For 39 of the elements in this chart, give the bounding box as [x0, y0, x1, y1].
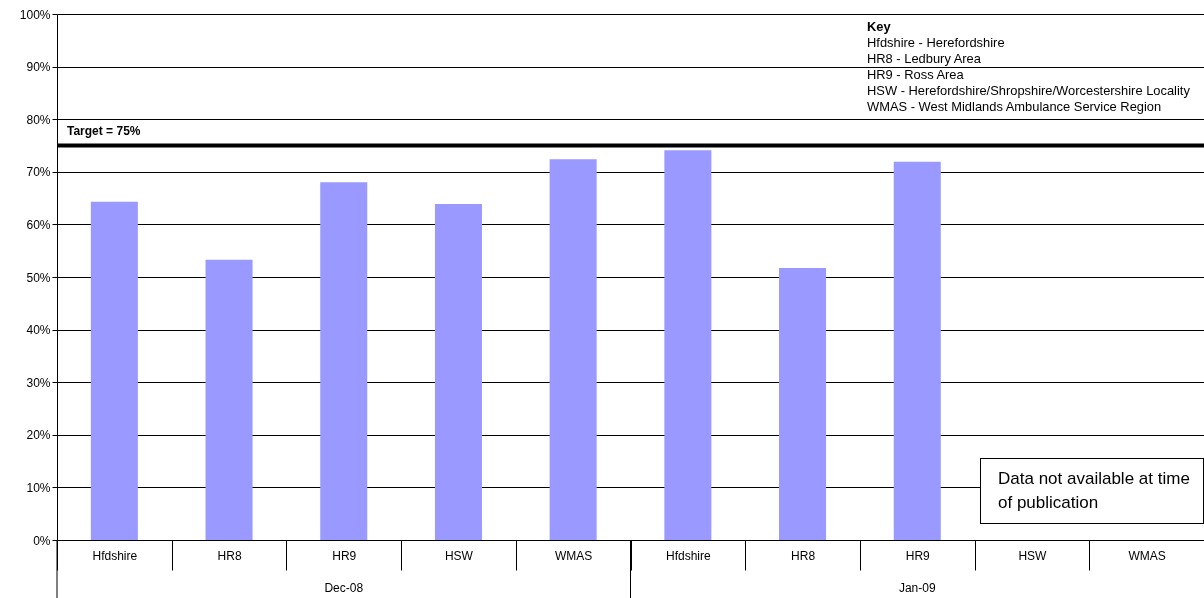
y-tick-label: 70%: [26, 165, 51, 180]
annotation: HSW - Herefordshire/Shropshire/Worcestershire Locality: [867, 83, 1190, 99]
x-tick-label: HR9: [332, 548, 357, 563]
y-tick-label: 30%: [26, 375, 51, 390]
annotation: Data not available at time of publication: [980, 458, 1204, 524]
bar: [320, 182, 368, 540]
x-tick-label: HSW: [444, 548, 474, 563]
x-tick-label: Hfdshire: [666, 548, 712, 563]
x-tick-label: HR9: [905, 548, 931, 563]
y-tick-label: 20%: [26, 428, 51, 443]
y-tick-label: 40%: [26, 323, 51, 338]
x-tick-label: HSW: [1018, 548, 1048, 563]
bar: [90, 201, 138, 540]
annotation: WMAS - West Midlands Ambulance Service Region: [867, 99, 1163, 115]
bar: [549, 159, 597, 540]
y-tick-label: 50%: [26, 270, 51, 285]
bar: [779, 268, 827, 540]
ref-line-label: Target = 75%: [67, 123, 141, 138]
x-tick-label: HR8: [791, 548, 816, 563]
y-tick-label: 90%: [26, 60, 51, 75]
annotation: HR8 - Ledbury Area: [867, 51, 982, 67]
annotation: Hfdshire - Herefordshire: [867, 35, 1006, 51]
y-tick-label: 0%: [33, 533, 51, 548]
annotation: Key: [867, 19, 891, 34]
x-tick-label: WMAS: [554, 548, 593, 563]
y-tick-label: 60%: [26, 217, 51, 232]
x-tick-label: HR8: [217, 548, 242, 563]
x-tick-label: Hfdshire: [92, 548, 138, 563]
x-tick-label: WMAS: [1128, 548, 1166, 563]
y-tick-label: 10%: [26, 480, 51, 495]
bar: [893, 161, 941, 540]
annotation: HR9 - Ross Area: [867, 67, 965, 83]
text: Jan-09: [898, 581, 936, 595]
bar: [664, 150, 712, 540]
y-tick-label: 80%: [26, 112, 51, 127]
text: Dec-08: [324, 581, 364, 595]
y-tick-label: 100%: [19, 7, 51, 22]
bar: [205, 259, 253, 540]
bar: [434, 203, 482, 540]
